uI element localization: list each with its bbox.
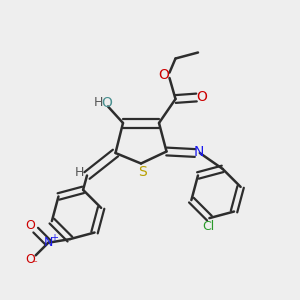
- Text: O: O: [25, 253, 34, 266]
- Text: H: H: [94, 96, 103, 110]
- Text: +: +: [50, 233, 58, 243]
- Text: O: O: [25, 219, 34, 232]
- Text: O: O: [159, 68, 170, 82]
- Text: S: S: [138, 165, 147, 179]
- Text: N: N: [194, 146, 204, 159]
- Text: Cl: Cl: [202, 220, 214, 233]
- Text: ⁻: ⁻: [32, 259, 38, 269]
- Text: O: O: [196, 90, 207, 104]
- Text: H: H: [75, 166, 84, 179]
- Text: N: N: [44, 236, 53, 249]
- Text: O: O: [101, 96, 112, 110]
